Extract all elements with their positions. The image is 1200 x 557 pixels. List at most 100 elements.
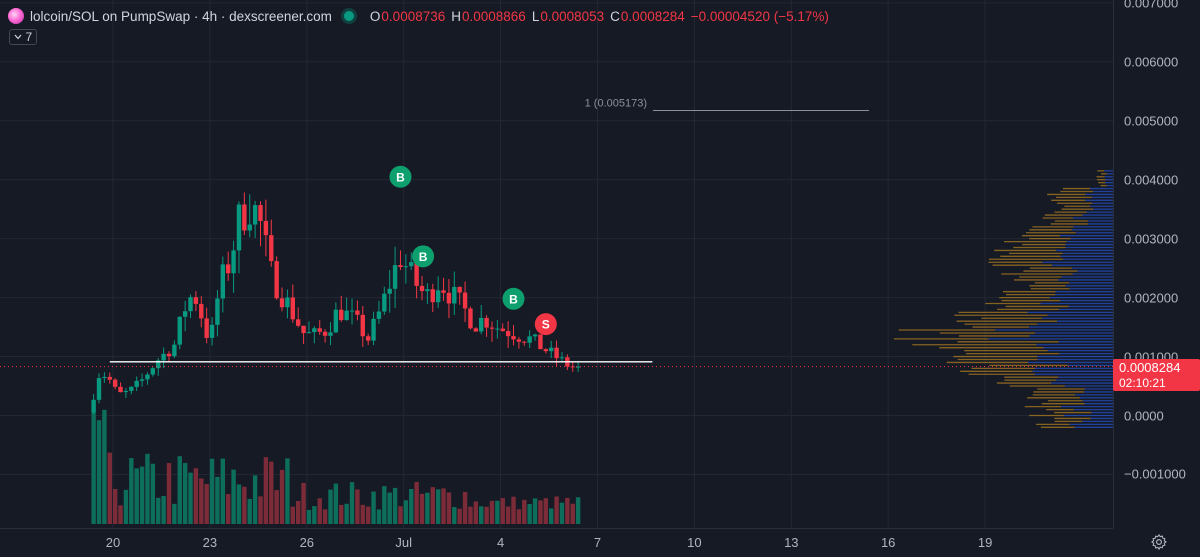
volume-bar	[118, 505, 123, 524]
symbol-title[interactable]: lolcoin/SOL on PumpSwap · 4h · dexscreen…	[30, 8, 332, 24]
volume-bar	[403, 500, 409, 524]
volume-bar	[522, 499, 527, 524]
candle-body	[425, 289, 430, 292]
candle-body	[349, 310, 355, 312]
volume-bar	[554, 496, 559, 524]
x-tick-label: 10	[687, 535, 702, 550]
volume-bar	[312, 506, 317, 524]
volume-profile	[893, 170, 1113, 428]
candle-body	[522, 341, 527, 343]
indicators-toggle-button[interactable]: 7	[9, 29, 37, 45]
candle-body	[220, 264, 226, 299]
volume-bar	[209, 458, 215, 524]
volume-bar	[559, 502, 565, 524]
volume-bar	[376, 509, 382, 524]
volume-bar	[295, 500, 301, 524]
volume-bar	[382, 486, 387, 524]
change-value: −0.00004520 (−5.17%)	[690, 8, 829, 24]
candle-body	[505, 331, 511, 337]
candle-body	[295, 319, 301, 326]
volume-bar	[150, 463, 156, 524]
volume-bar	[91, 412, 96, 524]
x-tick-label: Jul	[395, 535, 412, 550]
open-label: O	[369, 8, 381, 24]
candle-body	[554, 347, 559, 359]
candle-body	[317, 328, 322, 332]
volume-bar	[441, 488, 446, 524]
high-value: 0.0008866	[462, 8, 526, 24]
volume-bar	[457, 508, 462, 524]
volume-bar	[177, 456, 182, 524]
x-tick-label: 19	[977, 535, 993, 550]
volume-bar	[392, 487, 398, 524]
x-tick-label: 23	[202, 535, 218, 550]
volume-bar	[107, 452, 112, 524]
candle-body	[306, 332, 312, 334]
volume-bar	[129, 458, 134, 524]
volume-bar	[468, 506, 473, 524]
y-tick-label: 0.006000	[1124, 54, 1179, 70]
candle-body	[462, 292, 468, 309]
candle-body	[516, 339, 522, 342]
gear-icon[interactable]	[1150, 533, 1168, 551]
volume-bar	[322, 509, 328, 524]
volume-bar	[575, 497, 581, 524]
volume-bar	[263, 457, 269, 524]
candle-body	[209, 324, 215, 338]
candle-body	[414, 262, 419, 286]
volume-bar	[398, 506, 403, 524]
candle-body	[199, 303, 204, 319]
candle-body	[150, 368, 156, 375]
candle-body	[107, 376, 112, 380]
close-value: 0.0008284	[620, 8, 685, 24]
candle-body	[339, 309, 344, 321]
price-chart[interactable]: 1 (0.005173) B B B S	[0, 0, 1113, 528]
chevron-down-icon	[14, 34, 22, 40]
volume-bar	[215, 476, 220, 524]
candle-body	[452, 286, 457, 304]
candle-body	[495, 328, 500, 330]
volume-bar	[182, 462, 188, 524]
candle-body	[156, 360, 161, 369]
time-axis[interactable]: 20 23 26 Jul 4 7 10 13 16 19	[0, 528, 1113, 557]
candle-body	[457, 286, 462, 293]
volume-bar	[269, 461, 274, 524]
candle-body	[172, 344, 177, 357]
candle-body	[382, 293, 387, 312]
candle-body	[312, 328, 317, 333]
y-tick-label: 0.005000	[1124, 113, 1179, 129]
x-tick-label: 4	[496, 535, 505, 550]
volume-bar	[516, 509, 522, 524]
volume-bar	[435, 489, 441, 524]
x-tick-label: 7	[593, 535, 602, 550]
volume-bar	[489, 500, 495, 524]
candle-body	[226, 264, 231, 274]
candle-body	[182, 311, 188, 317]
candle-body	[468, 308, 473, 329]
volume-bar	[258, 496, 263, 524]
volume-bar	[204, 483, 209, 524]
volume-bar	[172, 503, 177, 524]
candle-body	[161, 353, 166, 361]
price-axis[interactable]: 0.007000 0.006000 0.005000 0.004000 0.003000…	[1113, 0, 1200, 528]
high-label: H	[451, 8, 461, 24]
candle-body	[258, 205, 263, 221]
volume-bar	[242, 486, 247, 524]
candle-body	[145, 374, 150, 380]
candle-body	[511, 336, 516, 340]
current-price-value: 0.0008284	[1119, 360, 1181, 375]
candle-body	[387, 288, 392, 294]
volume-bar	[414, 481, 419, 524]
volume-bar	[532, 498, 538, 524]
candle-body	[371, 318, 376, 341]
volume-bar	[452, 507, 457, 524]
volume-bar	[349, 482, 355, 524]
chart-pane[interactable]: 1 (0.005173) B B B S lolcoin/SOL on PumpSwap…	[0, 0, 1113, 528]
candle-body	[333, 309, 339, 333]
symbol-legend: lolcoin/SOL on PumpSwap · 4h · dexscreen…	[8, 6, 835, 26]
candle-body	[118, 386, 123, 393]
buy-marker: B	[502, 287, 525, 310]
grid	[0, 0, 1113, 528]
candle-body	[446, 292, 452, 304]
y-tick-label: 0.007000	[1124, 0, 1179, 11]
